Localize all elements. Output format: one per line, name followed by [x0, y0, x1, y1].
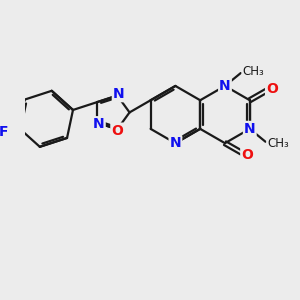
- Text: O: O: [266, 82, 278, 96]
- Text: CH₃: CH₃: [267, 136, 289, 150]
- Text: N: N: [219, 79, 231, 93]
- Text: N: N: [93, 117, 105, 131]
- Text: N: N: [169, 136, 181, 150]
- Text: N: N: [244, 122, 256, 136]
- Text: N: N: [113, 87, 124, 101]
- Text: O: O: [111, 124, 123, 138]
- Text: F: F: [0, 125, 8, 139]
- Text: CH₃: CH₃: [242, 65, 264, 78]
- Text: O: O: [241, 148, 253, 162]
